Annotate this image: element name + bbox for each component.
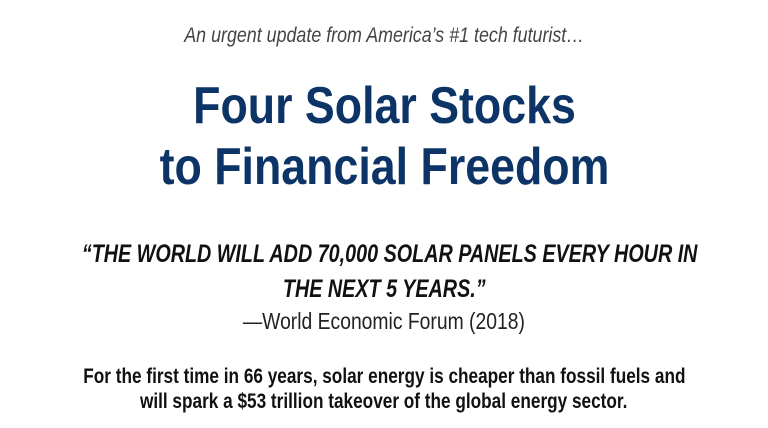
- headline-line-2: to Financial Freedom: [159, 138, 609, 196]
- body-line-2: will spark a $53 trillion takeover of th…: [140, 389, 628, 413]
- body-line-1: For the first time in 66 years, solar en…: [82, 364, 686, 388]
- quote-line-1: “THE WORLD WILL ADD 70,000 SOLAR PANELS …: [81, 240, 698, 268]
- kicker: An urgent update from America’s #1 tech …: [184, 24, 584, 47]
- quote-line-2: THE NEXT 5 YEARS.”: [282, 275, 486, 303]
- quote-attribution: —World Economic Forum (2018): [242, 308, 526, 334]
- headline-line-1: Four Solar Stocks: [192, 77, 576, 135]
